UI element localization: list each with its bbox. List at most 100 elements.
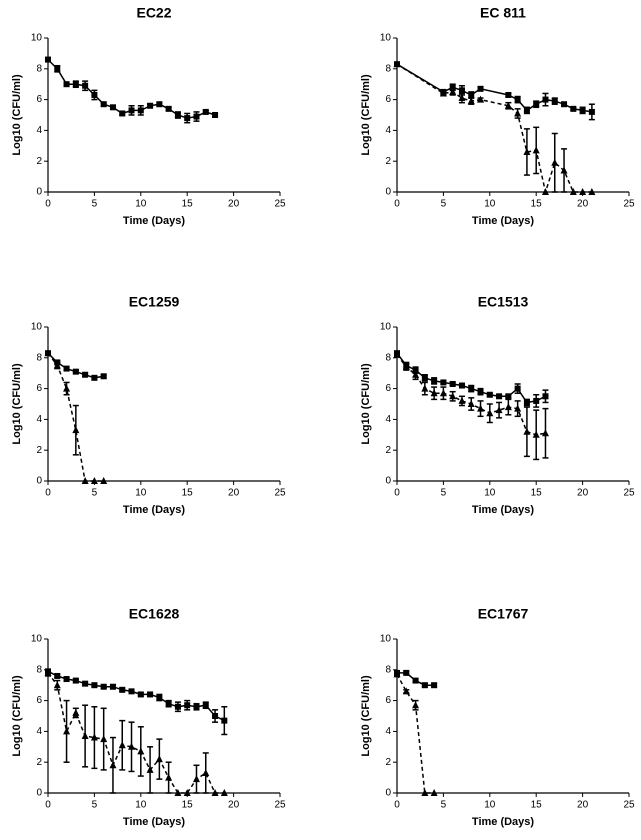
y-tick-label: 6 — [36, 94, 42, 105]
y-tick-label: 8 — [36, 352, 42, 363]
marker — [212, 713, 219, 719]
marker — [202, 108, 209, 115]
x-tick-label: 0 — [394, 199, 400, 210]
marker — [412, 677, 419, 684]
series-line — [396, 352, 546, 404]
marker — [54, 65, 61, 72]
marker — [156, 694, 163, 701]
marker — [570, 105, 577, 112]
marker — [119, 110, 126, 117]
marker — [193, 113, 200, 120]
marker — [211, 789, 219, 796]
x-tick-label: 0 — [394, 800, 400, 811]
marker — [532, 146, 540, 154]
x-tick-label: 10 — [135, 488, 147, 499]
marker — [393, 350, 401, 358]
marker — [421, 374, 428, 381]
marker — [542, 96, 549, 103]
marker — [100, 477, 108, 484]
marker — [458, 87, 465, 94]
y-tick-label: 10 — [31, 634, 43, 645]
y-tick-label: 8 — [385, 352, 391, 363]
marker — [147, 102, 154, 109]
y-tick-label: 8 — [385, 664, 391, 675]
x-tick-label: 20 — [228, 800, 240, 811]
marker — [156, 101, 163, 108]
chart-title: EC1513 — [478, 294, 529, 310]
marker — [514, 385, 521, 392]
marker — [184, 115, 191, 122]
marker — [402, 687, 410, 695]
x-tick-label: 5 — [441, 800, 447, 811]
marker — [137, 107, 144, 114]
x-tick-label: 0 — [45, 800, 51, 811]
marker — [137, 747, 145, 755]
marker — [551, 98, 558, 105]
marker — [109, 761, 117, 769]
chart-title: EC1628 — [129, 606, 180, 622]
series-line — [396, 63, 593, 113]
marker — [439, 89, 447, 97]
marker — [486, 409, 494, 417]
marker — [430, 789, 438, 796]
marker — [468, 385, 475, 392]
marker — [100, 373, 107, 380]
marker — [504, 101, 512, 109]
marker — [192, 775, 200, 783]
marker — [72, 368, 79, 375]
x-tick-label: 5 — [441, 199, 447, 210]
series-line — [396, 674, 435, 794]
y-axis-label: Log10 (CFU/ml) — [360, 74, 372, 156]
marker — [147, 691, 154, 698]
marker — [449, 84, 456, 91]
x-tick-label: 10 — [484, 488, 496, 499]
x-tick-label: 15 — [531, 488, 543, 499]
marker — [477, 95, 485, 103]
x-tick-label: 0 — [45, 199, 51, 210]
marker — [72, 677, 79, 684]
y-tick-label: 4 — [385, 125, 391, 136]
marker — [45, 56, 51, 63]
y-tick-label: 0 — [36, 187, 42, 198]
marker — [403, 669, 410, 676]
marker — [412, 370, 420, 378]
marker — [44, 349, 52, 357]
marker — [53, 681, 61, 689]
marker — [100, 101, 107, 108]
x-tick-label: 10 — [135, 800, 147, 811]
marker — [514, 404, 522, 412]
marker — [72, 81, 79, 88]
x-tick-label: 25 — [623, 488, 635, 499]
marker — [449, 380, 456, 387]
y-tick-label: 2 — [385, 445, 391, 456]
marker — [523, 399, 530, 406]
marker — [393, 60, 401, 68]
x-axis-label: Time (Days) — [123, 215, 185, 227]
marker — [458, 94, 466, 102]
series-line — [396, 63, 592, 195]
marker — [541, 429, 549, 437]
marker — [514, 96, 521, 103]
x-tick-label: 10 — [484, 199, 496, 210]
marker — [495, 406, 503, 414]
marker — [504, 403, 512, 411]
x-tick-label: 5 — [92, 199, 98, 210]
marker — [174, 789, 182, 796]
x-tick-label: 20 — [577, 488, 589, 499]
marker — [109, 683, 116, 690]
marker — [533, 101, 540, 108]
y-tick-label: 6 — [36, 383, 42, 394]
y-tick-label: 2 — [36, 445, 42, 456]
y-tick-label: 6 — [385, 94, 391, 105]
marker — [523, 107, 530, 114]
marker — [467, 400, 475, 407]
marker — [137, 691, 144, 698]
x-tick-label: 15 — [531, 199, 543, 210]
marker — [477, 85, 484, 92]
x-tick-label: 15 — [182, 800, 194, 811]
y-tick-label: 2 — [36, 156, 42, 167]
marker — [542, 393, 549, 400]
marker — [202, 702, 209, 709]
marker — [514, 109, 522, 117]
marker — [431, 377, 438, 384]
